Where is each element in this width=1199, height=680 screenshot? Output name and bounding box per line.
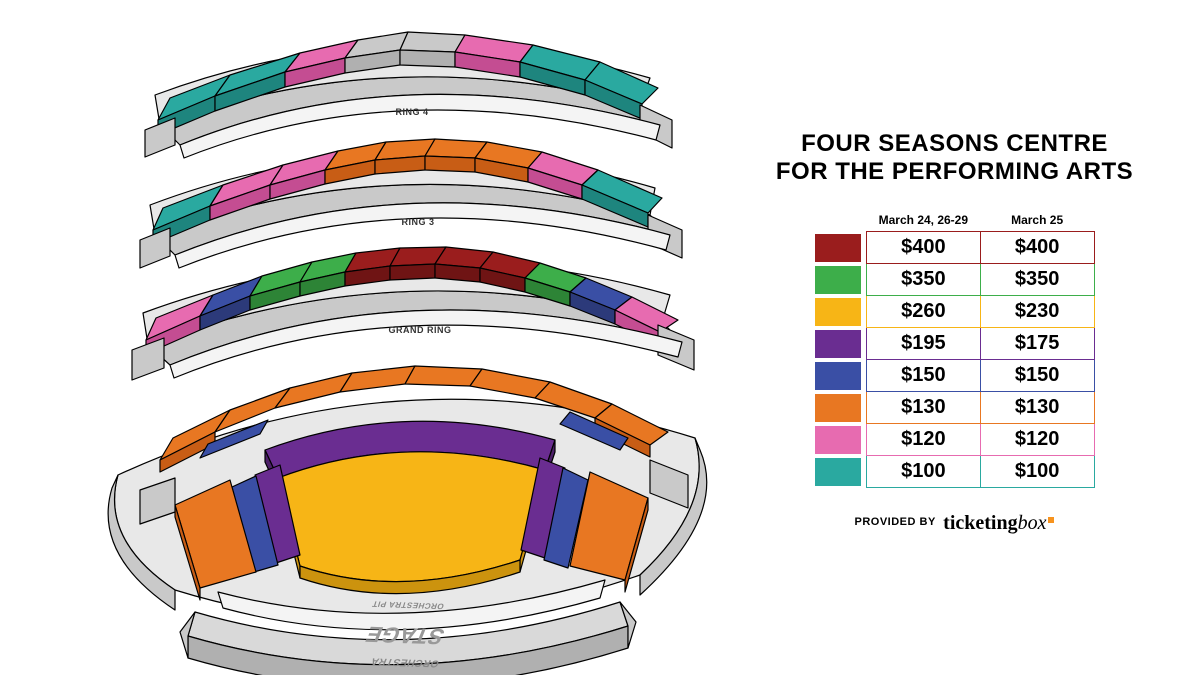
price-row: $100$100 xyxy=(815,456,1095,488)
price-row: $195$175 xyxy=(815,328,1095,360)
price-col2: $400 xyxy=(980,232,1094,264)
stage-label: STAGE xyxy=(362,621,449,649)
price-row: $400$400 xyxy=(815,232,1095,264)
price-col2: $230 xyxy=(980,296,1094,328)
seating-svg xyxy=(0,0,750,675)
price-swatch xyxy=(815,298,861,326)
provided-prefix: PROVIDED BY xyxy=(855,516,936,528)
price-row: $150$150 xyxy=(815,360,1095,392)
price-swatch-cell xyxy=(815,296,867,328)
price-table: March 24, 26-29 March 25 $400$400$350$35… xyxy=(815,213,1095,488)
price-header-row: March 24, 26-29 March 25 xyxy=(815,213,1095,232)
price-col2: $120 xyxy=(980,424,1094,456)
price-header-col2: March 25 xyxy=(980,213,1094,232)
venue-title-line1: FOUR SEASONS CENTRE xyxy=(801,130,1108,157)
seating-diagram: RING 4 RING 3 GRAND RING ORCHESTRA PIT S… xyxy=(0,0,750,675)
price-row: $350$350 xyxy=(815,264,1095,296)
price-row: $130$130 xyxy=(815,392,1095,424)
price-col1: $100 xyxy=(866,456,980,488)
price-swatch xyxy=(815,426,861,454)
price-row: $260$230 xyxy=(815,296,1095,328)
price-col1: $350 xyxy=(866,264,980,296)
grand-ring-label: GRAND RING xyxy=(389,325,452,335)
venue-title: FOUR SEASONS CENTRE FOR THE PERFORMING A… xyxy=(770,130,1139,185)
price-swatch-cell xyxy=(815,328,867,360)
price-swatch-cell xyxy=(815,264,867,296)
info-panel: FOUR SEASONS CENTRE FOR THE PERFORMING A… xyxy=(750,0,1199,675)
brand-part2: box xyxy=(1018,512,1047,534)
ring4-label: RING 4 xyxy=(395,107,428,117)
grand-ring-level xyxy=(132,247,694,380)
ring4-level xyxy=(145,32,672,158)
price-col2: $175 xyxy=(980,328,1094,360)
brand-dot-icon xyxy=(1048,517,1054,523)
price-col1: $400 xyxy=(866,232,980,264)
price-col1: $260 xyxy=(866,296,980,328)
price-swatch xyxy=(815,330,861,358)
price-col1: $195 xyxy=(866,328,980,360)
price-col1: $120 xyxy=(866,424,980,456)
price-col2: $130 xyxy=(980,392,1094,424)
price-swatch xyxy=(815,266,861,294)
brand-logo: ticketingbox xyxy=(943,512,1054,534)
brand-part1: ticketing xyxy=(943,512,1017,534)
price-swatch-cell xyxy=(815,456,867,488)
price-swatch-cell xyxy=(815,392,867,424)
price-swatch xyxy=(815,458,861,486)
price-col2: $100 xyxy=(980,456,1094,488)
price-col2: $150 xyxy=(980,360,1094,392)
price-swatch xyxy=(815,362,861,390)
price-swatch-cell xyxy=(815,424,867,456)
orchestra-level xyxy=(108,366,707,630)
ring3-label: RING 3 xyxy=(401,217,434,227)
price-swatch-cell xyxy=(815,232,867,264)
price-swatch xyxy=(815,234,861,262)
price-header-blank xyxy=(815,213,867,232)
price-swatch-cell xyxy=(815,360,867,392)
orchestra-label: ORCHESTRA xyxy=(369,655,441,668)
price-row: $120$120 xyxy=(815,424,1095,456)
price-col1: $150 xyxy=(866,360,980,392)
provided-by: PROVIDED BY ticketingbox xyxy=(770,512,1139,535)
price-header-col1: March 24, 26-29 xyxy=(866,213,980,232)
price-col2: $350 xyxy=(980,264,1094,296)
price-swatch xyxy=(815,394,861,422)
price-col1: $130 xyxy=(866,392,980,424)
venue-title-line2: FOR THE PERFORMING ARTS xyxy=(776,158,1133,185)
